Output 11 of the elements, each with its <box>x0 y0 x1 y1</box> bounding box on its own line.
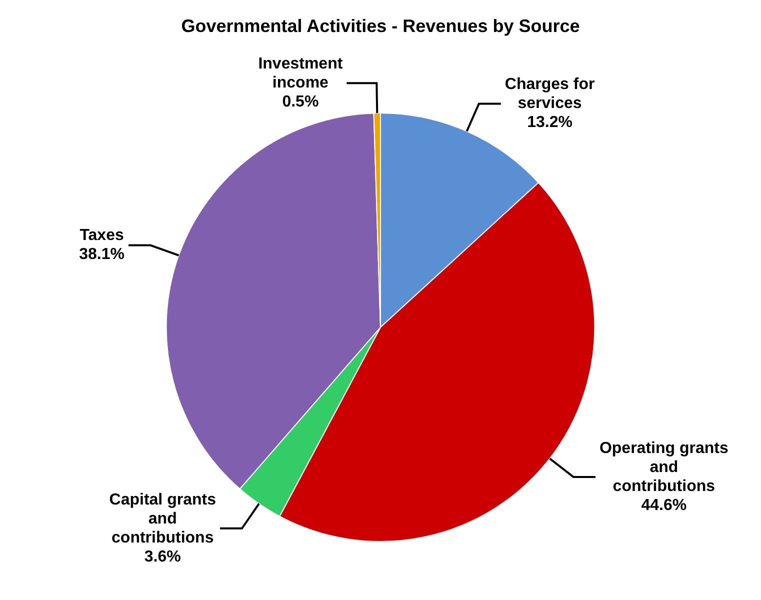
slice-label: Charges for services <box>504 76 595 112</box>
slice-label: Taxes <box>80 227 124 244</box>
data-label: 38.1% <box>79 246 124 264</box>
data-label: 44.6% <box>641 496 687 514</box>
data-label: 3.6% <box>144 548 181 566</box>
slice-label: Investment income <box>258 56 344 92</box>
data-label: 0.5% <box>282 94 319 111</box>
data-label: 13.2% <box>527 114 572 132</box>
slice-label: Capital grants and contributions <box>109 491 216 546</box>
chart-title: Governmental Activities - Revenues by Source <box>181 16 580 36</box>
slice-label: Operating grants and contributions <box>599 440 728 495</box>
